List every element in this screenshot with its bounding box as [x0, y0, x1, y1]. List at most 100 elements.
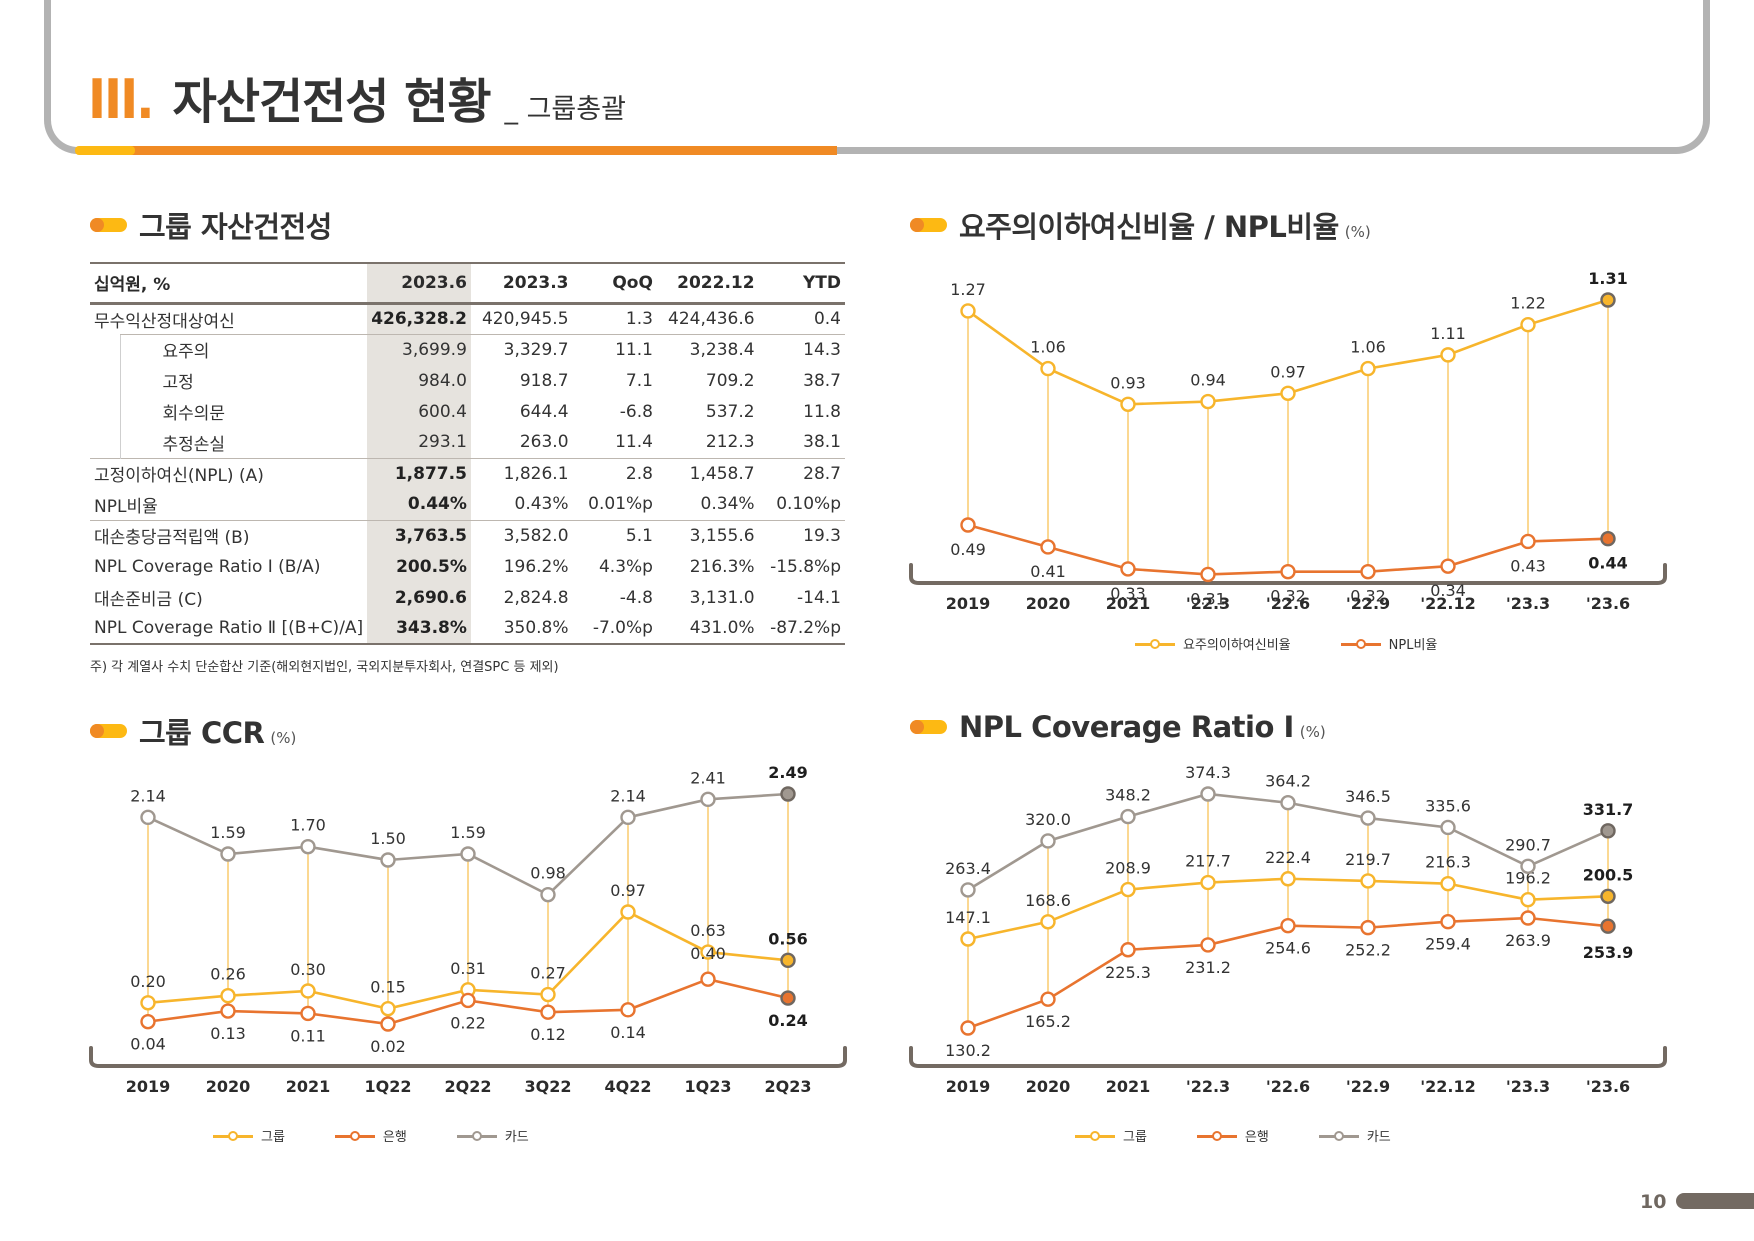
data-point: [1280, 563, 1296, 580]
table-cell: 709.2: [705, 370, 755, 391]
ccr-legend: 그룹 은행 카드: [213, 1126, 529, 1145]
section-title-npl-coverage: NPL Coverage Ratio Ⅰ (%): [910, 710, 1326, 744]
data-label: 0.44: [1588, 554, 1627, 573]
table-cell: 644.4: [519, 401, 569, 422]
data-point: [960, 1020, 976, 1036]
x-tick-label: 2020: [1026, 1077, 1071, 1096]
data-point: [220, 1003, 236, 1019]
data-point: [540, 986, 556, 1003]
legend-line-marker-icon: [1340, 638, 1381, 649]
column-header: 2023.3: [470, 262, 573, 305]
data-label: 252.2: [1345, 941, 1391, 960]
legend-item: 은행: [1196, 1126, 1269, 1145]
data-label: 0.31: [1190, 589, 1226, 608]
data-label: 263.9: [1505, 931, 1551, 950]
page-number-bar: [1676, 1193, 1754, 1209]
indent-cell: [90, 427, 120, 458]
data-point: [780, 952, 796, 969]
data-label: 0.34: [1430, 581, 1466, 600]
x-tick-label: '23.6: [1586, 594, 1630, 613]
data-label: 0.11: [290, 1026, 326, 1045]
data-label: 168.6: [1025, 891, 1071, 910]
section-unit: (%): [1344, 223, 1371, 241]
column-header: 2022.12: [656, 262, 759, 305]
asset-quality-table: 십억원, % 2023.6 2023.3 QoQ 2022.12 YTD 무수익…: [90, 262, 845, 645]
data-point: [700, 944, 716, 960]
data-point: [620, 1002, 636, 1018]
data-point: [1360, 360, 1376, 377]
legend-line-marker-icon: [1318, 1130, 1359, 1141]
x-tick-label: '22.3: [1186, 1077, 1230, 1096]
header-frame: [44, 0, 1710, 154]
legend-item: 카드: [456, 1126, 529, 1145]
data-label: 290.7: [1505, 835, 1551, 854]
data-point: [1200, 566, 1216, 583]
legend-label: 그룹: [261, 1130, 285, 1145]
table-cell: 3,155.6: [656, 519, 759, 551]
data-label: 0.26: [210, 965, 246, 984]
row-label: 추정손실: [119, 427, 368, 458]
legend-line-marker-icon: [1075, 1130, 1115, 1141]
row-label: 대손충당금적립액 (B): [90, 519, 368, 551]
data-point: [1360, 563, 1376, 580]
table-cell: 28.7: [758, 457, 845, 489]
data-point: [140, 1013, 156, 1030]
row-label: 회수의문: [119, 396, 368, 427]
column-header: QoQ: [572, 262, 657, 305]
column-header: 2023.6: [367, 262, 471, 305]
x-tick-label: '22.6: [1266, 1077, 1310, 1096]
data-label: 0.63: [690, 921, 726, 940]
data-label: 1.27: [950, 280, 986, 299]
data-label: 320.0: [1025, 810, 1071, 829]
data-label: 263.4: [945, 859, 991, 878]
data-point: [960, 303, 976, 319]
data-label: 335.6: [1425, 796, 1471, 815]
x-tick-label: 2019: [946, 1077, 991, 1096]
row-label: 고정: [119, 365, 368, 396]
legend-item: 그룹: [213, 1126, 285, 1145]
table-cell: 424,436.6: [668, 309, 755, 329]
table-row: 고정이하여신(NPL) (A) 1,877.5 1,826.1 2.8 1,458.7 2…: [90, 457, 845, 489]
data-label: 165.2: [1025, 1012, 1071, 1031]
indent-cell: [90, 365, 120, 396]
data-point: [780, 786, 796, 802]
data-label: 222.4: [1265, 848, 1311, 867]
x-tick-label: 2020: [1026, 594, 1071, 613]
x-tick-label: 2019: [946, 594, 991, 613]
x-tick-label: '23.6: [1586, 1077, 1630, 1096]
row-label: NPL비율: [94, 496, 158, 517]
data-label: 225.3: [1105, 963, 1151, 982]
data-label: 0.14: [610, 1023, 646, 1042]
table-cell: -14.1: [797, 587, 841, 608]
table-cell: 3,131.0: [689, 587, 755, 608]
x-axis-bracket: [909, 1046, 1667, 1068]
bullet-pill-icon: [90, 218, 127, 232]
data-label: 1.31: [1588, 269, 1627, 288]
table-cell: -7.0%p: [572, 613, 657, 645]
x-tick-label: 4Q22: [605, 1077, 652, 1096]
table-cell: 11.4: [615, 432, 653, 453]
table-cell: 2,824.8: [503, 587, 569, 608]
data-point: [380, 1016, 396, 1032]
data-label: 259.4: [1425, 935, 1471, 954]
data-point: [220, 846, 236, 862]
legend-item: 카드: [1318, 1126, 1391, 1145]
section-title-asset-quality: 그룹 자산건전성: [90, 204, 332, 246]
data-point: [540, 1004, 556, 1020]
indent-cell: [90, 334, 120, 365]
data-point: [1120, 881, 1136, 898]
section-unit: (%): [1299, 723, 1326, 741]
data-point: [1440, 875, 1456, 892]
data-point: [700, 971, 716, 987]
section-title-text: NPL Coverage Ratio Ⅰ: [959, 710, 1294, 744]
data-label: 0.32: [1350, 587, 1386, 606]
legend-line-marker-icon: [334, 1130, 375, 1141]
data-label: 1.50: [370, 829, 406, 848]
data-label: 0.49: [950, 540, 986, 559]
table-cell: 3,329.7: [470, 333, 573, 365]
legend-label: 요주의이하여신비율: [1183, 638, 1291, 653]
table-cell: 11.1: [572, 333, 657, 365]
x-tick-label: '22.6: [1266, 594, 1310, 613]
data-label: 0.40: [690, 944, 726, 963]
table-row: NPL Coverage Ratio Ⅱ [(B+C)/A] 343.8% 350.…: [90, 613, 845, 645]
